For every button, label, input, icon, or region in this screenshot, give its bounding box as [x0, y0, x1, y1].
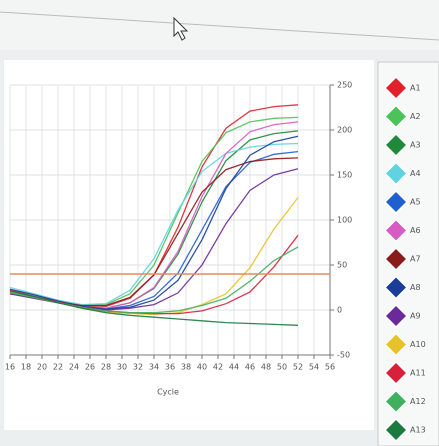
legend-swatch	[383, 75, 409, 101]
x-tick-label: 36	[165, 363, 175, 372]
x-tick-label: 54	[309, 363, 319, 372]
legend-label: A13	[410, 426, 426, 435]
x-tick-label: 40	[197, 363, 207, 372]
legend-swatch	[383, 104, 409, 129]
legend-label: A11	[410, 369, 426, 378]
x-tick-label: 42	[213, 363, 223, 372]
amplification-curve	[9, 234, 299, 315]
legend-swatch	[383, 389, 409, 414]
y-tick-label: 0	[337, 306, 342, 315]
legend-label: A7	[410, 255, 421, 264]
legend-label: A3	[410, 141, 421, 150]
x-tick-label: 48	[261, 363, 271, 372]
x-tick-label: 52	[293, 363, 303, 372]
x-tick-label: 22	[53, 363, 63, 372]
x-tick-label: 16	[5, 363, 15, 372]
legend-swatch	[383, 275, 409, 300]
legend-label: A5	[410, 198, 421, 207]
legend-swatch	[383, 132, 409, 158]
x-tick-label: 30	[117, 363, 127, 372]
x-tick-label: 56	[325, 363, 335, 372]
legend-swatch	[383, 218, 409, 243]
mouse-cursor	[173, 16, 189, 41]
legend-swatch	[383, 417, 409, 443]
y-tick-label: 250	[337, 81, 352, 90]
legend-label: A10	[410, 340, 426, 349]
legend-label: A1	[410, 84, 421, 93]
x-tick-label: 24	[69, 363, 79, 372]
x-tick-label: 32	[133, 363, 143, 372]
x-axis-label: Cycle	[157, 388, 179, 397]
legend-label: A12	[410, 397, 426, 406]
x-tick-label: 50	[277, 363, 287, 372]
legend-label: A9	[410, 312, 421, 321]
x-tick-label: 46	[245, 363, 255, 372]
x-tick-label: 20	[37, 363, 47, 372]
legend-label: A2	[410, 112, 421, 121]
x-tick-label: 44	[229, 363, 239, 372]
toolbar	[0, 0, 439, 50]
y-tick-label: -50	[337, 351, 350, 360]
legend-swatch	[383, 161, 409, 186]
y-tick-label: 50	[337, 261, 347, 270]
legend-swatch	[383, 332, 409, 357]
legend-label: A6	[410, 226, 421, 235]
amplification-curve	[9, 135, 299, 310]
x-tick-label: 26	[85, 363, 95, 372]
y-tick-label: 100	[337, 216, 352, 225]
legend-label: A8	[410, 283, 421, 292]
amplification-curve	[9, 142, 299, 306]
legend-swatch	[383, 246, 409, 272]
legend-swatch	[383, 189, 409, 215]
x-tick-label: 34	[149, 363, 159, 372]
amplification-curve	[9, 290, 299, 326]
x-tick-label: 28	[101, 363, 111, 372]
legend-swatch	[383, 303, 409, 329]
legend-label: A4	[410, 169, 421, 178]
plot-panel	[4, 60, 374, 430]
x-tick-label: 18	[21, 363, 31, 372]
y-tick-label: 200	[337, 126, 352, 135]
legend-panel	[377, 61, 439, 446]
window-edge	[0, 11, 439, 41]
legend-swatch	[383, 360, 409, 386]
x-tick-label: 38	[181, 363, 191, 372]
y-tick-label: 150	[337, 171, 352, 180]
